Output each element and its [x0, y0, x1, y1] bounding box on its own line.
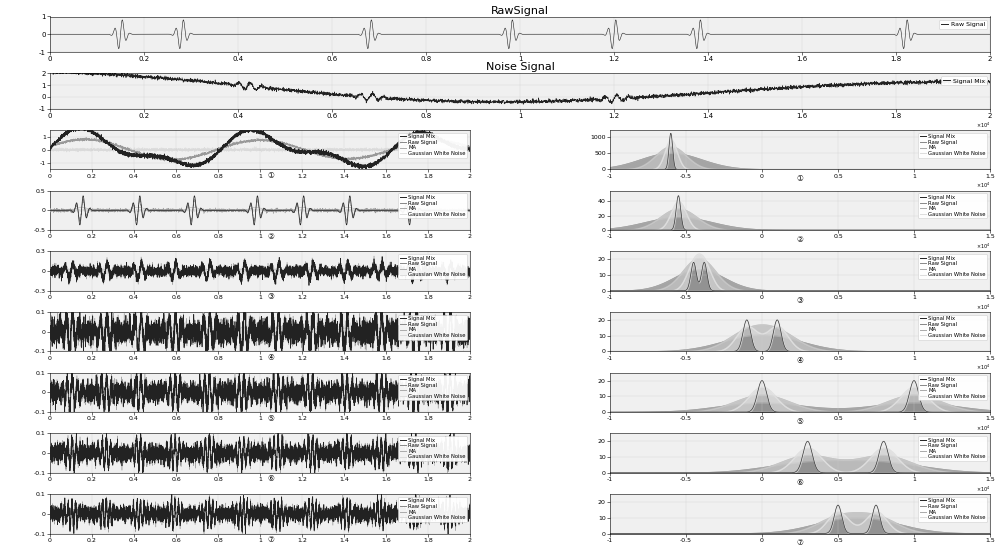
- Text: ②: ②: [797, 235, 803, 244]
- Text: ⑥: ⑥: [267, 475, 274, 483]
- Legend: Signal Mix, Raw Signal, MA, Gaussian White Noise: Signal Mix, Raw Signal, MA, Gaussian Whi…: [398, 133, 467, 158]
- Text: ②: ②: [267, 232, 274, 241]
- Text: $\times 10^4$: $\times 10^4$: [976, 302, 990, 312]
- Text: $\times 10^4$: $\times 10^4$: [976, 363, 990, 372]
- Text: $\times 10^4$: $\times 10^4$: [976, 424, 990, 433]
- Legend: Signal Mix, Raw Signal, MA, Gaussian White Noise: Signal Mix, Raw Signal, MA, Gaussian Whi…: [918, 497, 987, 522]
- Title: RawSignal: RawSignal: [491, 6, 549, 16]
- Text: ⑥: ⑥: [797, 477, 803, 487]
- Text: ④: ④: [797, 356, 803, 365]
- Text: $\times 10^4$: $\times 10^4$: [976, 485, 990, 494]
- Legend: Signal Mix, Raw Signal, MA, Gaussian White Noise: Signal Mix, Raw Signal, MA, Gaussian Whi…: [398, 436, 467, 461]
- Legend: Signal Mix, Raw Signal, MA, Gaussian White Noise: Signal Mix, Raw Signal, MA, Gaussian Whi…: [918, 375, 987, 400]
- Legend: Signal Mix, Raw Signal, MA, Gaussian White Noise: Signal Mix, Raw Signal, MA, Gaussian Whi…: [918, 436, 987, 461]
- Text: ③: ③: [267, 293, 274, 301]
- Legend: Signal Mix, Raw Signal, MA, Gaussian White Noise: Signal Mix, Raw Signal, MA, Gaussian Whi…: [918, 133, 987, 158]
- Legend: Signal Mix, Raw Signal, MA, Gaussian White Noise: Signal Mix, Raw Signal, MA, Gaussian Whi…: [398, 193, 467, 218]
- Legend: Raw Signal: Raw Signal: [939, 20, 987, 29]
- Legend: Signal Mix, Raw Signal, MA, Gaussian White Noise: Signal Mix, Raw Signal, MA, Gaussian Whi…: [398, 315, 467, 340]
- Text: ①: ①: [797, 174, 803, 183]
- Text: ③: ③: [797, 295, 803, 305]
- Legend: Signal Mix, Raw Signal, MA, Gaussian White Noise: Signal Mix, Raw Signal, MA, Gaussian Whi…: [398, 254, 467, 279]
- Legend: Signal Mix, Raw Signal, MA, Gaussian White Noise: Signal Mix, Raw Signal, MA, Gaussian Whi…: [918, 315, 987, 340]
- Text: ⑤: ⑤: [797, 417, 803, 426]
- Legend: Signal Mix, Raw Signal, MA, Gaussian White Noise: Signal Mix, Raw Signal, MA, Gaussian Whi…: [398, 497, 467, 522]
- Text: ①: ①: [267, 171, 274, 180]
- Text: ⑤: ⑤: [267, 414, 274, 423]
- Text: $\times 10^4$: $\times 10^4$: [976, 181, 990, 190]
- Legend: Signal Mix, Raw Signal, MA, Gaussian White Noise: Signal Mix, Raw Signal, MA, Gaussian Whi…: [918, 254, 987, 279]
- Text: ④: ④: [267, 353, 274, 362]
- Text: $\times 10^4$: $\times 10^4$: [976, 120, 990, 130]
- Title: Noise Signal: Noise Signal: [486, 63, 554, 73]
- Legend: Signal Mix, Raw Signal, MA, Gaussian White Noise: Signal Mix, Raw Signal, MA, Gaussian Whi…: [398, 375, 467, 400]
- Legend: Signal Mix, Raw Signal, MA, Gaussian White Noise: Signal Mix, Raw Signal, MA, Gaussian Whi…: [918, 193, 987, 218]
- Text: $\times 10^4$: $\times 10^4$: [976, 241, 990, 251]
- Legend: Signal Mix: Signal Mix: [941, 76, 987, 85]
- Text: ⑦: ⑦: [797, 538, 803, 547]
- Text: ⑦: ⑦: [267, 535, 274, 544]
